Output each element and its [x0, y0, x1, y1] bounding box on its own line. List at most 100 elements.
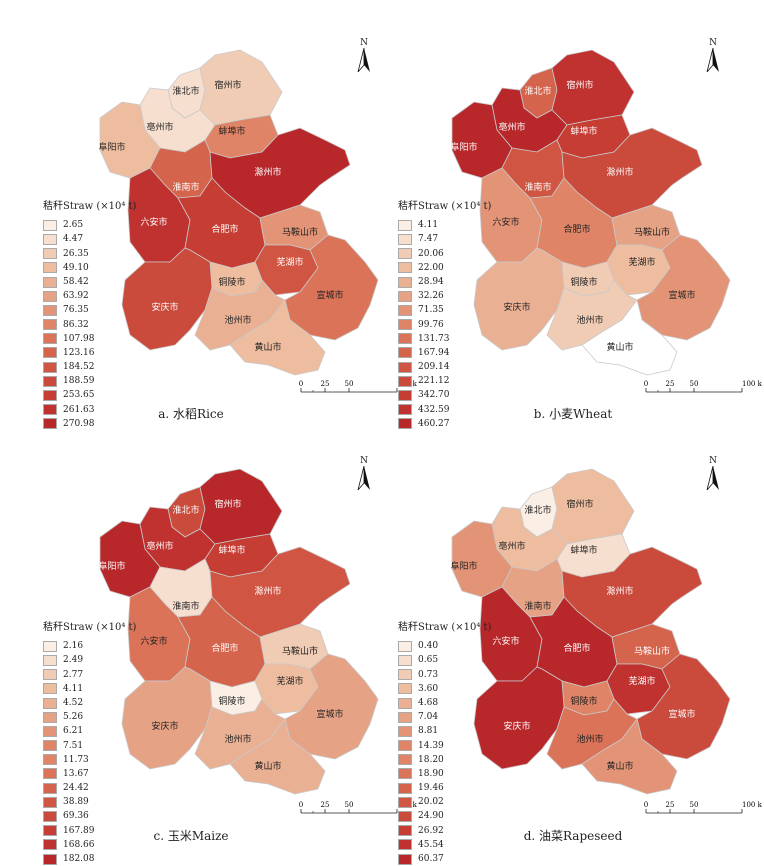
city-label-huainan: 淮南市	[172, 600, 199, 612]
legend-swatch	[43, 347, 57, 359]
north-arrow-icon: N	[354, 38, 374, 76]
rice-legend: 秸秆Straw (×10⁴ t) 2.65 4.47 26.35 49.10 58.42…	[43, 200, 136, 431]
city-label-huainan: 淮南市	[524, 181, 551, 193]
map-panel-maize: 淮北市 宿州市 亳州市 蚌埠市 阜阳市 淮南市 滁州市 六安市 合肥市 马鞍山市 芜湖市 铜陵市 宣城市…	[0, 431, 424, 865]
city-label-maanshan: 马鞍山市	[282, 226, 318, 238]
legend-swatch	[398, 683, 412, 695]
legend-swatch	[398, 711, 412, 723]
legend-item: 14.39	[398, 739, 491, 753]
legend-label: 167.94	[418, 347, 450, 358]
legend-label: 4.52	[63, 697, 84, 708]
legend-swatch	[398, 697, 412, 709]
city-label-huangshan: 黄山市	[254, 760, 281, 772]
legend-item: 58.42	[43, 275, 136, 289]
legend-item: 209.14	[398, 360, 491, 374]
legend-swatch	[43, 654, 57, 666]
legend-swatch	[43, 248, 57, 260]
legend-swatch	[398, 811, 412, 823]
legend-swatch	[398, 390, 412, 402]
legend-label: 11.73	[63, 754, 89, 765]
legend-swatch	[398, 418, 412, 430]
city-label-wuhu: 芜湖市	[276, 675, 303, 687]
scale-bar: 0 25 50 100 km	[642, 799, 764, 823]
legend-label: 432.59	[418, 404, 450, 415]
legend-item: 270.98	[43, 417, 136, 431]
scale-label: 0	[644, 801, 648, 809]
legend-label: 460.27	[418, 418, 450, 429]
legend-item: 18.20	[398, 753, 491, 767]
city-label-chuzhou: 滁州市	[606, 585, 633, 597]
legend-swatch	[43, 276, 57, 288]
legend-label: 2.77	[63, 669, 84, 680]
legend-swatch	[43, 375, 57, 387]
legend-swatch	[398, 233, 412, 245]
legend-label: 32.26	[418, 291, 444, 302]
legend-swatch	[398, 333, 412, 345]
city-label-chuzhou: 滁州市	[254, 585, 281, 597]
city-label-anqing: 安庆市	[503, 720, 530, 732]
legend-item: 13.67	[43, 767, 136, 781]
legend-label: 107.98	[63, 333, 95, 344]
region-anqing	[473, 666, 565, 770]
legend-item: 60.37	[398, 852, 491, 866]
north-arrow-icon: N	[354, 456, 374, 494]
legend-item: 26.92	[398, 824, 491, 838]
city-label-tongling: 铜陵市	[570, 695, 597, 707]
city-label-huaibei: 淮北市	[172, 85, 199, 97]
legend-item: 4.47	[43, 232, 136, 246]
legend-label: 28.94	[418, 276, 444, 287]
legend-item: 22.00	[398, 261, 491, 275]
legend-item: 131.73	[398, 332, 491, 346]
legend-item: 2.65	[43, 218, 136, 232]
legend-label: 167.89	[63, 825, 95, 836]
legend-title: 秸秆Straw (×10⁴ t)	[398, 622, 492, 633]
legend-swatch	[398, 768, 412, 780]
city-label-chizhou: 池州市	[576, 733, 603, 745]
rice-caption: a. 水稻Rice	[158, 407, 224, 421]
legend-label: 26.35	[63, 248, 89, 259]
map-panel-rapeseed: 淮北市 宿州市 亳州市 蚌埠市 阜阳市 淮南市 滁州市 六安市 合肥市 马鞍山市 芜湖市 铜陵市 宣城市…	[382, 431, 764, 865]
city-label-huaibei: 淮北市	[172, 504, 199, 516]
legend-label: 168.66	[63, 839, 95, 850]
legend-swatch	[43, 725, 57, 737]
legend-swatch	[398, 669, 412, 681]
legend-swatch	[398, 290, 412, 302]
legend-swatch	[43, 262, 57, 274]
scale-label: 100 km	[742, 380, 762, 388]
scale-label: 0	[299, 380, 303, 388]
legend-label: 5.26	[63, 712, 84, 723]
legend-label: 24.42	[63, 783, 89, 794]
legend-swatch	[43, 825, 57, 837]
region-anqing	[121, 666, 213, 770]
city-label-bengbu: 蚌埠市	[218, 544, 245, 556]
scale-label: 100 km	[742, 801, 762, 809]
legend-swatch	[398, 740, 412, 752]
city-label-suzhou: 宿州市	[214, 79, 241, 91]
region-huangshan	[229, 718, 326, 795]
legend-swatch	[43, 782, 57, 794]
legend-item: 168.66	[43, 838, 136, 852]
legend-item: 342.70	[398, 388, 491, 402]
legend-item: 0.65	[398, 653, 491, 667]
north-label: N	[709, 456, 717, 466]
legend-item: 71.35	[398, 303, 491, 317]
legend-swatch	[398, 304, 412, 316]
legend-label: 0.73	[418, 669, 439, 680]
legend-swatch	[398, 782, 412, 794]
maize-caption: c. 玉米Maize	[153, 829, 229, 843]
region-huangshan	[229, 299, 326, 376]
city-label-maanshan: 马鞍山市	[282, 645, 318, 657]
legend-label: 3.60	[418, 683, 439, 694]
city-label-chuzhou: 滁州市	[254, 166, 281, 178]
city-label-suzhou: 宿州市	[566, 498, 593, 510]
legend-item: 20.02	[398, 795, 491, 809]
legend-label: 71.35	[418, 305, 444, 316]
city-label-tongling: 铜陵市	[218, 695, 245, 707]
city-label-fuyang: 阜阳市	[98, 560, 125, 572]
legend-swatch	[398, 725, 412, 737]
legend-label: 4.11	[418, 220, 439, 231]
legend-item: 432.59	[398, 403, 491, 417]
